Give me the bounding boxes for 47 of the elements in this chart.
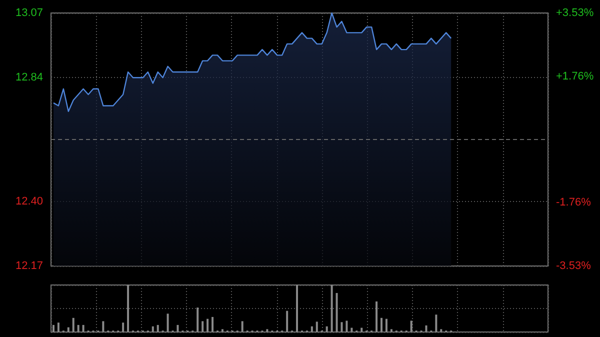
bar: [286, 310, 288, 332]
bar: [122, 322, 124, 332]
bar: [202, 321, 204, 332]
bar: [127, 285, 130, 332]
bar: [102, 321, 104, 332]
bar: [57, 322, 60, 332]
y-tick-label: 13.07: [15, 7, 43, 19]
bar: [390, 329, 392, 332]
bar: [77, 324, 80, 332]
bar: [241, 321, 244, 332]
bar: [166, 314, 169, 332]
bar: [52, 324, 54, 332]
bar: [326, 326, 328, 332]
bar: [376, 301, 378, 332]
bar: [435, 314, 438, 332]
bar: [410, 320, 412, 332]
bar: [360, 328, 363, 332]
bar: [156, 324, 159, 332]
bar: [385, 318, 388, 332]
bar: [330, 285, 333, 332]
y-tick-label: 12.40: [15, 195, 43, 208]
bar: [380, 318, 383, 332]
bar: [310, 326, 313, 332]
bar: [176, 324, 179, 332]
bar: [296, 285, 298, 332]
y-tick-label: 12.17: [15, 260, 43, 272]
bar: [266, 329, 268, 332]
bar: [221, 329, 224, 332]
bar: [152, 326, 154, 332]
y2-tick-label: -3.53%: [556, 260, 592, 272]
bar: [350, 328, 353, 332]
bar: [196, 308, 199, 332]
y2-tick-label: +1.76%: [556, 70, 594, 82]
bar: [346, 320, 348, 332]
bar: [67, 327, 70, 332]
bar: [425, 325, 428, 332]
bar: [340, 322, 343, 332]
bar: [316, 322, 318, 332]
bar: [336, 292, 338, 332]
y2-tick-label: -1.76%: [556, 196, 592, 209]
y-tick-label: 12.84: [15, 72, 43, 84]
bar: [206, 318, 209, 332]
bar: [82, 324, 84, 332]
bar: [440, 329, 442, 332]
y2-tick-label: +3.53%: [556, 7, 594, 19]
bar: [72, 318, 74, 332]
bar: [212, 316, 214, 332]
